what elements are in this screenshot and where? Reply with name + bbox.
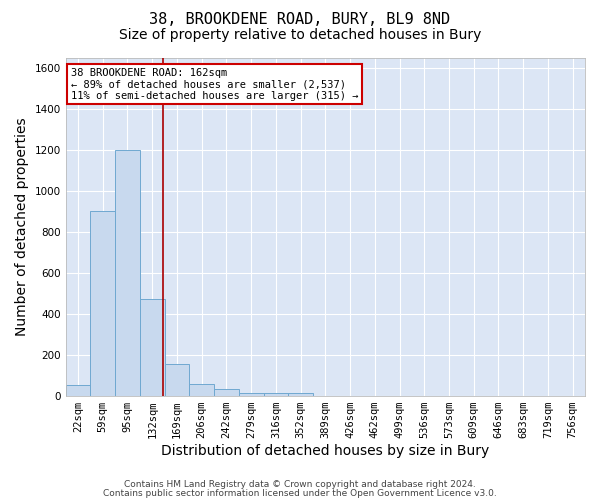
Bar xyxy=(288,392,313,396)
Bar xyxy=(65,386,91,396)
Text: 38 BROOKDENE ROAD: 162sqm
← 89% of detached houses are smaller (2,537)
11% of se: 38 BROOKDENE ROAD: 162sqm ← 89% of detac… xyxy=(71,68,358,101)
Bar xyxy=(140,300,164,396)
Text: Size of property relative to detached houses in Bury: Size of property relative to detached ho… xyxy=(119,28,481,42)
Bar xyxy=(91,211,115,396)
Bar xyxy=(115,150,140,396)
Bar xyxy=(164,364,190,396)
Bar xyxy=(263,392,288,396)
Bar xyxy=(214,390,239,396)
Text: 38, BROOKDENE ROAD, BURY, BL9 8ND: 38, BROOKDENE ROAD, BURY, BL9 8ND xyxy=(149,12,451,28)
Y-axis label: Number of detached properties: Number of detached properties xyxy=(15,117,29,336)
X-axis label: Distribution of detached houses by size in Bury: Distribution of detached houses by size … xyxy=(161,444,490,458)
Text: Contains HM Land Registry data © Crown copyright and database right 2024.: Contains HM Land Registry data © Crown c… xyxy=(124,480,476,489)
Bar xyxy=(190,384,214,396)
Text: Contains public sector information licensed under the Open Government Licence v3: Contains public sector information licen… xyxy=(103,488,497,498)
Bar xyxy=(239,392,263,396)
